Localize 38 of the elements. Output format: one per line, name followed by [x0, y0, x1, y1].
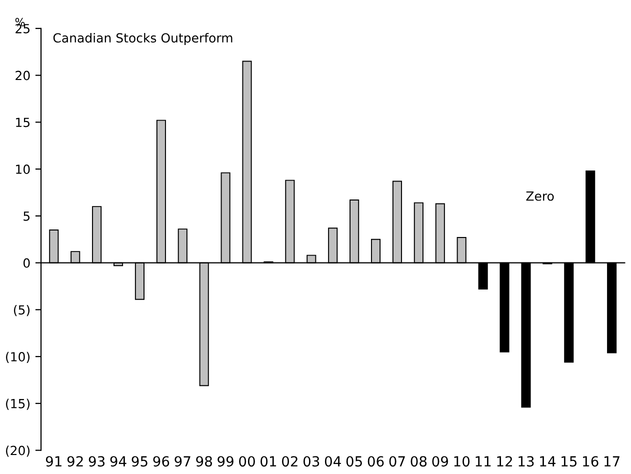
annotation: Canadian Stocks Outperform: [53, 32, 232, 46]
x-tick-label: 17: [604, 456, 620, 466]
x-tick-label: 07: [389, 456, 405, 467]
x-tick-label: 12: [497, 456, 512, 466]
x-tick-label: 04: [324, 456, 341, 467]
x-tick-label: 03: [303, 456, 320, 467]
y-tick-label: 20: [16, 70, 30, 80]
x-tick-label: 92: [67, 456, 83, 467]
y-tick-label: 15: [16, 118, 30, 128]
x-tick-label: 11: [476, 456, 491, 466]
y-tick-label: 0: [23, 258, 30, 268]
x-tick-label: 10: [454, 456, 470, 467]
x-tick-label: 95: [132, 456, 148, 467]
x-tick-label: 96: [153, 456, 170, 467]
y-tick-label: (10): [6, 352, 30, 363]
x-tick-label: 05: [346, 456, 362, 467]
y-tick-label: (15): [6, 398, 30, 410]
x-tick-label: 97: [174, 456, 190, 467]
x-tick-label: 15: [562, 456, 577, 467]
x-tick-label: 09: [432, 456, 448, 467]
x-tick-label: 16: [583, 456, 598, 467]
x-tick-label: 91: [46, 456, 62, 467]
x-tick-label: 98: [196, 456, 212, 467]
y-tick-label: (5): [14, 304, 30, 316]
x-tick-label: 00: [239, 456, 255, 467]
x-tick-label: 06: [368, 456, 384, 467]
x-tick-label: 13: [518, 456, 534, 467]
x-tick-label: 01: [260, 456, 276, 467]
x-tick-label: 08: [410, 456, 427, 467]
x-tick-label: 94: [110, 456, 126, 467]
x-tick-label: 14: [540, 456, 556, 466]
y-tick-label: 10: [16, 164, 30, 174]
y-tick-label: (20): [6, 446, 30, 457]
x-tick-label: 02: [282, 456, 298, 467]
x-tick-label: 93: [88, 456, 105, 467]
y-tick-label: 5: [24, 212, 30, 221]
x-tick-label: 99: [218, 456, 234, 467]
annotation: Zero: [526, 192, 554, 201]
